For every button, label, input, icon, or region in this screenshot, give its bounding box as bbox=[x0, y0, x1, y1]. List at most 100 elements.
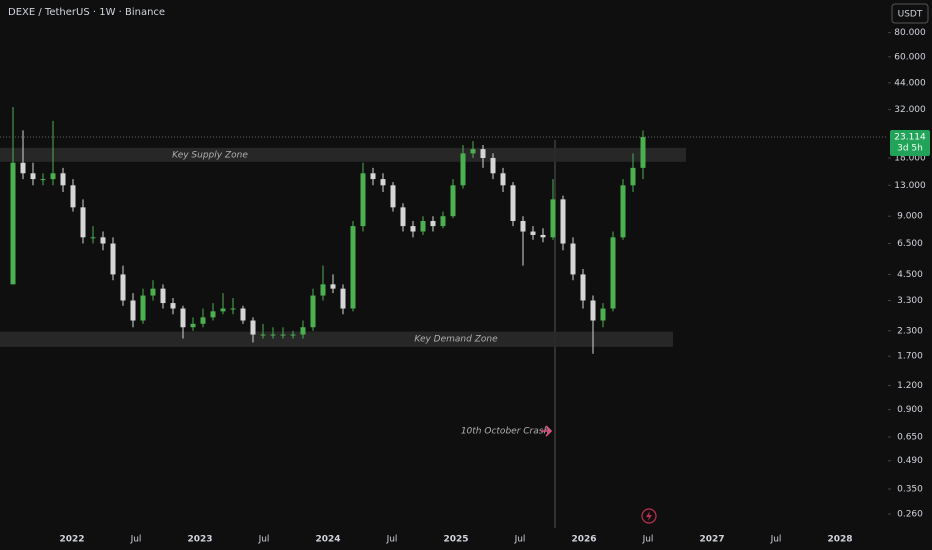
candle-body bbox=[620, 185, 626, 238]
last-price-box bbox=[890, 129, 930, 156]
y-tick-label: 18.000 bbox=[894, 153, 926, 163]
candle-body bbox=[120, 274, 126, 301]
candle-body bbox=[290, 334, 296, 336]
x-tick-label: Jul bbox=[130, 535, 142, 545]
x-tick-label: 2027 bbox=[699, 535, 724, 545]
candle-body bbox=[270, 334, 276, 336]
candle-body bbox=[480, 149, 486, 158]
candle-body bbox=[570, 243, 576, 275]
countdown-label: 3d 5h bbox=[897, 143, 923, 153]
candle-body bbox=[520, 221, 526, 232]
y-tick-label: 80.000 bbox=[894, 28, 926, 38]
candle-body bbox=[280, 334, 286, 336]
x-tick-label: Jul bbox=[770, 535, 782, 545]
y-tick-label: 2.300 bbox=[897, 326, 923, 336]
y-tick-label: 0.650 bbox=[897, 432, 923, 442]
y-tick-label: 0.490 bbox=[897, 456, 923, 466]
x-tick-label: 2028 bbox=[827, 535, 852, 545]
candle-body bbox=[360, 173, 366, 227]
candle-body bbox=[300, 327, 306, 335]
x-tick-label: 2024 bbox=[315, 535, 340, 545]
y-tick-label: 32.000 bbox=[894, 105, 926, 115]
x-tick-label: 2025 bbox=[443, 535, 468, 545]
candle-body bbox=[550, 199, 556, 238]
candle-body bbox=[240, 308, 246, 321]
candle-body bbox=[230, 308, 236, 310]
y-tick-label: 9.000 bbox=[897, 212, 923, 222]
y-tick-label: 6.500 bbox=[897, 239, 923, 249]
candle-body bbox=[90, 237, 96, 239]
candle-body bbox=[320, 284, 326, 296]
candle-body bbox=[130, 300, 136, 321]
candle-body bbox=[640, 136, 646, 168]
alert-bolt bbox=[646, 511, 652, 521]
y-tick-label: 0.350 bbox=[897, 484, 923, 494]
zone-label: Key Demand Zone bbox=[414, 335, 498, 345]
candle-body bbox=[110, 243, 116, 275]
annotation: 10th October Crash bbox=[461, 427, 550, 437]
candle-body bbox=[370, 173, 376, 180]
candle-body bbox=[460, 153, 466, 186]
candle-body bbox=[590, 300, 596, 321]
candle-body bbox=[630, 167, 636, 186]
candle-body bbox=[500, 173, 506, 186]
candle-body bbox=[600, 308, 606, 321]
candle-body bbox=[80, 207, 86, 238]
candle-body bbox=[10, 162, 16, 285]
y-tick-label: 13.000 bbox=[894, 181, 926, 191]
y-tick-label: 3.300 bbox=[897, 296, 923, 306]
zone bbox=[0, 331, 673, 347]
candle-body bbox=[470, 149, 476, 154]
candle-body bbox=[260, 334, 266, 336]
candle-body bbox=[150, 288, 156, 296]
candle-body bbox=[160, 288, 166, 304]
alert-icon[interactable] bbox=[641, 508, 657, 524]
candle-body bbox=[400, 207, 406, 227]
candle-body bbox=[430, 221, 436, 227]
candle-body bbox=[220, 308, 226, 312]
candle-body bbox=[190, 323, 196, 328]
chart-title: DEXE / TetherUS · 1W · Binance bbox=[8, 7, 165, 18]
y-tick-label: 44.000 bbox=[894, 78, 926, 88]
y-tick-label: 1.700 bbox=[897, 352, 923, 362]
candle-body bbox=[560, 199, 566, 244]
x-tick-label: Jul bbox=[386, 535, 398, 545]
candle-body bbox=[170, 303, 176, 309]
candle-body bbox=[340, 288, 346, 309]
x-tick-label: Jul bbox=[514, 535, 526, 545]
candle-body bbox=[140, 295, 146, 321]
candle-body bbox=[330, 284, 336, 289]
alert-circle bbox=[641, 508, 657, 524]
y-tick-label: 0.900 bbox=[897, 405, 923, 415]
candle-body bbox=[350, 226, 356, 309]
x-tick-label: 2022 bbox=[59, 535, 84, 545]
candle-body bbox=[510, 185, 516, 222]
candle-body bbox=[60, 173, 66, 186]
candle-body bbox=[530, 231, 536, 235]
candle-body bbox=[540, 234, 546, 238]
candle-body bbox=[250, 320, 256, 335]
candle-body bbox=[20, 162, 26, 174]
currency-box[interactable] bbox=[891, 3, 929, 24]
candle-body bbox=[610, 237, 616, 309]
currency-label: USDT bbox=[898, 10, 923, 20]
zone-label: Key Supply Zone bbox=[172, 150, 248, 160]
candle-body bbox=[50, 173, 56, 180]
candle-body bbox=[310, 295, 316, 328]
candle-body bbox=[490, 157, 496, 174]
x-tick-label: Jul bbox=[258, 535, 270, 545]
y-tick-label: 4.500 bbox=[897, 270, 923, 280]
zones: Key Supply Zone Key Demand Zone bbox=[0, 147, 686, 347]
candle-body bbox=[200, 317, 206, 324]
last-price-label: 23.114 bbox=[894, 132, 926, 142]
y-tick-label: 60.000 bbox=[894, 52, 926, 62]
candle-body bbox=[100, 237, 106, 244]
x-tick-label: 2023 bbox=[187, 535, 212, 545]
candle-body bbox=[40, 179, 46, 181]
y-tick-label: 0.260 bbox=[897, 509, 923, 519]
candle-body bbox=[410, 226, 416, 232]
annotation-arrow bbox=[541, 425, 553, 437]
candle-body bbox=[580, 274, 586, 301]
